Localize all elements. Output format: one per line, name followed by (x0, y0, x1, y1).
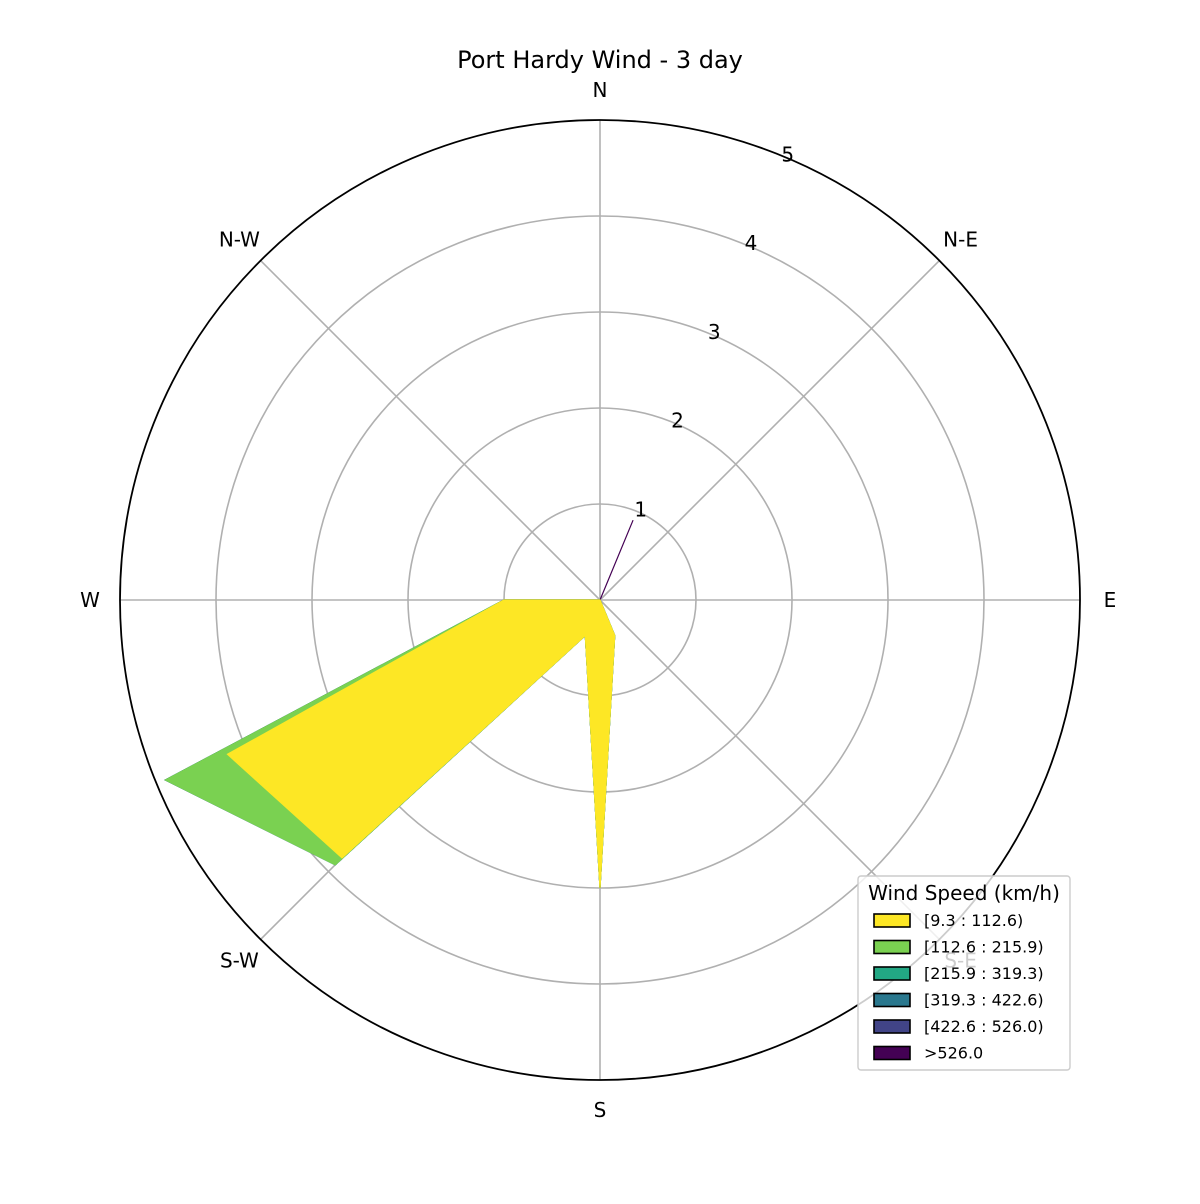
radial-tick-label: 1 (634, 497, 647, 521)
radial-tick-label: 5 (781, 143, 794, 167)
legend: Wind Speed (km/h) [9.3 : 112.6) [112.6 : 2… (857, 875, 1071, 1071)
direction-label-s-w: S-W (220, 949, 259, 973)
direction-label-n-e: N-E (943, 227, 978, 251)
legend-entry-4: [422.6 : 526.0) (924, 1017, 1044, 1036)
grid-spoke (260, 260, 601, 601)
legend-swatch-5 (873, 1045, 911, 1061)
legend-swatch-4 (873, 1019, 911, 1034)
legend-swatch-2 (873, 966, 911, 981)
legend-entry-0: [9.3 : 112.6) (924, 911, 1023, 930)
legend-box (857, 875, 1071, 1071)
grid-spoke (599, 260, 940, 601)
legend-entry-1: [112.6 : 215.9) (924, 938, 1044, 957)
polar-frame (119, 119, 1081, 1081)
radial-tick-label: 2 (671, 409, 684, 433)
legend-entry-5: >526.0 (924, 1044, 983, 1063)
legend-entry-2: [215.9 : 319.3) (924, 964, 1044, 983)
legend-entry-3: [319.3 : 422.6) (924, 991, 1044, 1010)
direction-label-n-w: N-W (219, 227, 260, 251)
radial-tick-label: 4 (745, 231, 758, 255)
chart-title: Port Hardy Wind - 3 day (457, 46, 743, 74)
polar-frame-circle (119, 119, 1081, 1081)
legend-swatch-3 (873, 992, 911, 1008)
direction-label-e: E (1104, 588, 1117, 612)
direction-label-n: N (593, 78, 608, 102)
wind-series (164, 519, 634, 889)
legend-swatch-0 (873, 913, 911, 928)
direction-label-w: W (80, 588, 100, 612)
legend-swatch-1 (873, 939, 911, 955)
series-area-0 (226, 599, 616, 889)
radial-tick-label: 3 (708, 320, 721, 344)
polar-grid (120, 120, 1080, 1080)
legend-title: Wind Speed (km/h) (868, 881, 1060, 905)
direction-label-s: S (594, 1098, 607, 1122)
